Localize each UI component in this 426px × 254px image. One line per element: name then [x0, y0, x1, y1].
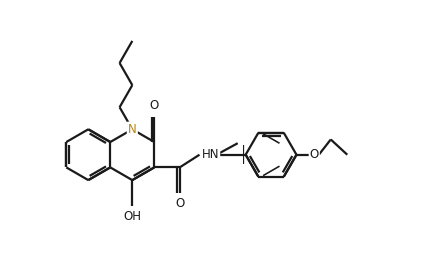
Text: OH: OH — [123, 210, 141, 223]
Text: O: O — [310, 148, 319, 161]
Text: HN: HN — [202, 148, 219, 161]
Text: O: O — [150, 99, 159, 112]
Text: N: N — [128, 123, 137, 136]
Text: O: O — [175, 197, 184, 210]
